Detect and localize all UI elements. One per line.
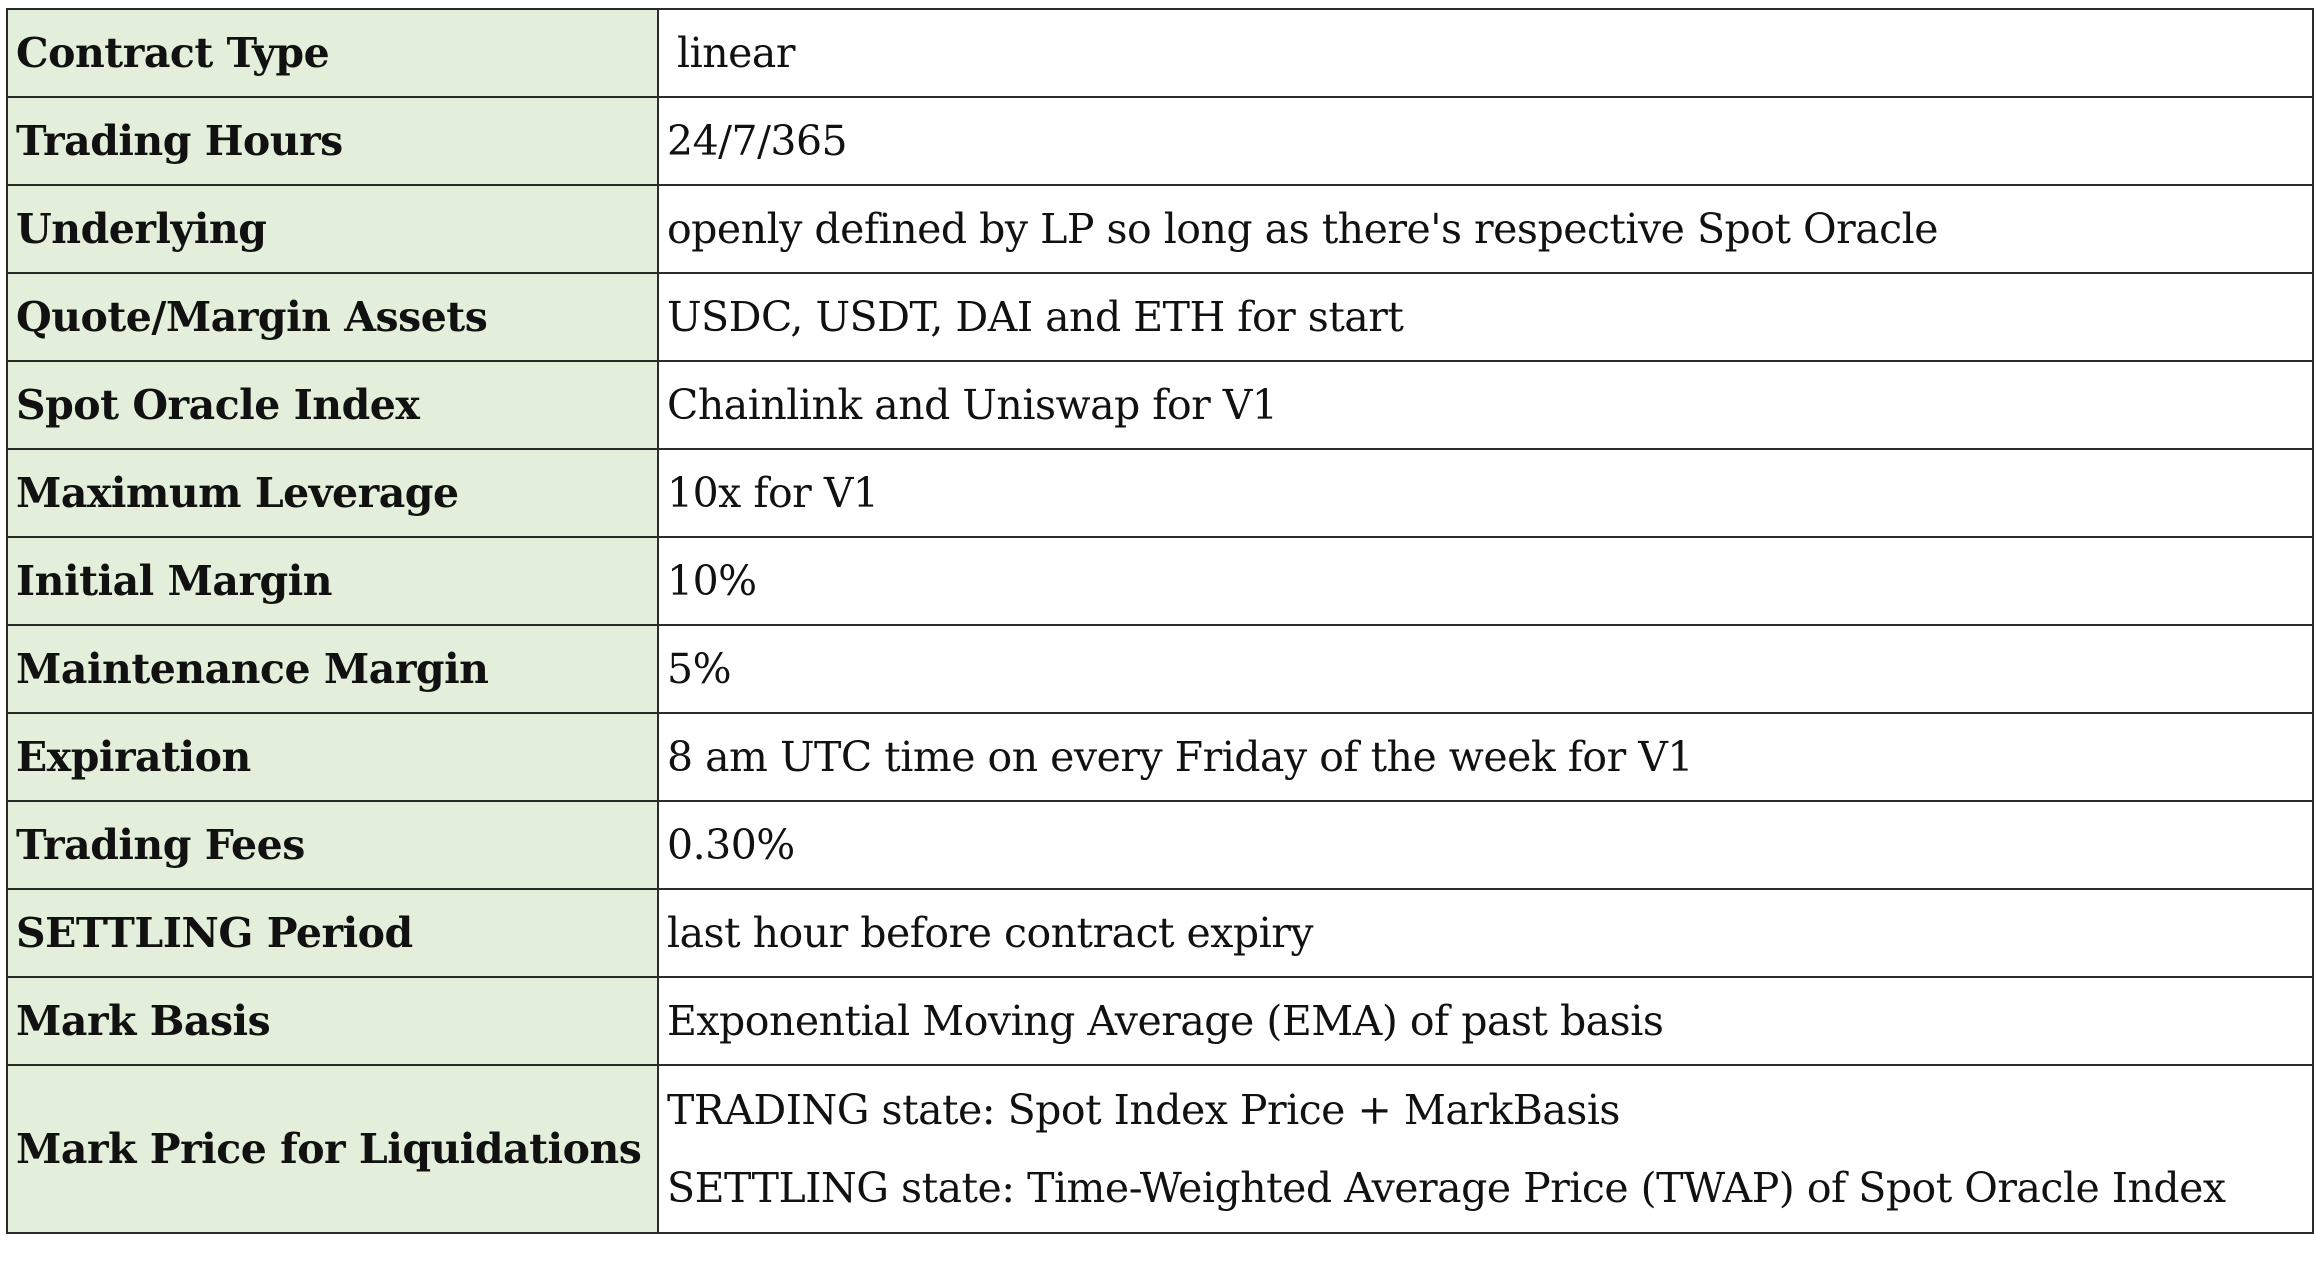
row-label-expiration: Expiration (6, 712, 659, 802)
row-label-trading-fees: Trading Fees (6, 800, 659, 890)
row-value-underlying: openly defined by LP so long as there's … (657, 184, 2314, 274)
table-row: Mark Basis Exponential Moving Average (E… (6, 976, 2314, 1066)
row-label-mark-price-for-liquidations: Mark Price for Liquidations (6, 1064, 659, 1234)
row-value-contract-type: linear (657, 8, 2314, 98)
row-label-maintenance-margin: Maintenance Margin (6, 624, 659, 714)
table-row: Trading Hours 24/7/365 (6, 96, 2314, 186)
table-row: Mark Price for Liquidations TRADING stat… (6, 1064, 2314, 1234)
row-label-mark-basis: Mark Basis (6, 976, 659, 1066)
table-row: Trading Fees 0.30% (6, 800, 2314, 890)
row-label-initial-margin: Initial Margin (6, 536, 659, 626)
table-row: Spot Oracle Index Chainlink and Uniswap … (6, 360, 2314, 450)
row-label-quote-margin-assets: Quote/Margin Assets (6, 272, 659, 362)
table-row: SETTLING Period last hour before contrac… (6, 888, 2314, 978)
table-row: Quote/Margin Assets USDC, USDT, DAI and … (6, 272, 2314, 362)
row-label-spot-oracle-index: Spot Oracle Index (6, 360, 659, 450)
table-row: Maximum Leverage 10x for V1 (6, 448, 2314, 538)
row-label-underlying: Underlying (6, 184, 659, 274)
row-label-settling-period: SETTLING Period (6, 888, 659, 978)
row-value-mark-basis: Exponential Moving Average (EMA) of past… (657, 976, 2314, 1066)
row-value-mark-price-for-liquidations: TRADING state: Spot Index Price + MarkBa… (657, 1064, 2314, 1234)
row-value-initial-margin: 10% (657, 536, 2314, 626)
table-row: Expiration 8 am UTC time on every Friday… (6, 712, 2314, 802)
contract-spec-table: Contract Type linear Trading Hours 24/7/… (6, 8, 2314, 1234)
row-value-maximum-leverage: 10x for V1 (657, 448, 2314, 538)
table-row: Underlying openly defined by LP so long … (6, 184, 2314, 274)
row-value-expiration: 8 am UTC time on every Friday of the wee… (657, 712, 2314, 802)
row-value-settling-period: last hour before contract expiry (657, 888, 2314, 978)
row-label-maximum-leverage: Maximum Leverage (6, 448, 659, 538)
settling-state-line: SETTLING state: Time-Weighted Average Pr… (667, 1164, 2226, 1212)
row-value-spot-oracle-index: Chainlink and Uniswap for V1 (657, 360, 2314, 450)
table-row: Initial Margin 10% (6, 536, 2314, 626)
row-value-quote-margin-assets: USDC, USDT, DAI and ETH for start (657, 272, 2314, 362)
row-label-contract-type: Contract Type (6, 8, 659, 98)
row-value-trading-fees: 0.30% (657, 800, 2314, 890)
table-row: Contract Type linear (6, 8, 2314, 98)
row-value-maintenance-margin: 5% (657, 624, 2314, 714)
row-label-trading-hours: Trading Hours (6, 96, 659, 186)
trading-state-line: TRADING state: Spot Index Price + MarkBa… (667, 1086, 1620, 1134)
row-value-trading-hours: 24/7/365 (657, 96, 2314, 186)
table-row: Maintenance Margin 5% (6, 624, 2314, 714)
